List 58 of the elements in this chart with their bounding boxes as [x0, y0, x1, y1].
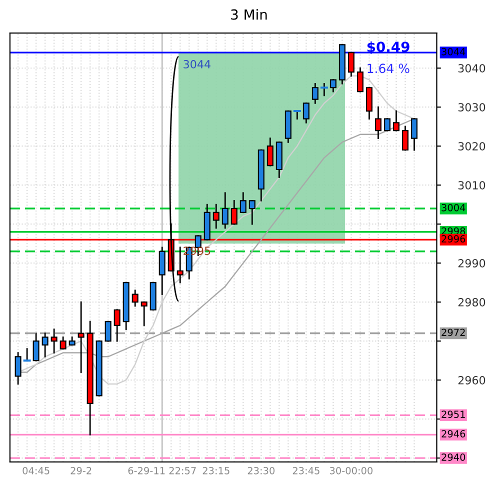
annotation: 3044: [184, 60, 210, 68]
y-tick-label: 2990: [458, 259, 486, 268]
ref-line-label: 2996: [442, 235, 466, 243]
candlestick: [402, 126, 408, 151]
candlestick: [356, 67, 364, 92]
candlestick: [293, 110, 301, 120]
y-tick-label: 3020: [458, 142, 486, 150]
candlestick: [42, 332, 48, 358]
ref-line-label: 3004: [442, 204, 466, 212]
y-tick-label: 2960: [458, 376, 486, 384]
chart-title: 3 Min: [231, 9, 267, 20]
ref-line-label: 2951: [442, 410, 465, 418]
candlestick: [23, 348, 31, 362]
ref-line-label: 2946: [442, 430, 466, 438]
annotation: 1.64 %: [368, 64, 410, 74]
candlestick: [140, 301, 148, 326]
candlestick: [410, 118, 418, 151]
candlestick: [240, 192, 246, 214]
x-tick-label: 23:45: [292, 466, 320, 474]
x-tick-label: 23:30: [248, 466, 275, 474]
candlestick: [312, 83, 318, 104]
candlestick: [348, 52, 354, 77]
candlestick: [330, 79, 336, 92]
candlestick: [374, 106, 382, 140]
candlestick: [222, 192, 228, 229]
ref-line-label: 2972: [442, 328, 465, 336]
ref-line-label: 2940: [442, 454, 466, 461]
candlestick: [366, 86, 372, 120]
candlestick: [104, 320, 112, 342]
x-tick-label: 23:15: [202, 466, 230, 474]
x-tick-label: 6-29-11 22:57: [128, 466, 196, 474]
x-tick-label: 30-00:00: [330, 466, 373, 474]
candlestick: [384, 118, 390, 132]
y-tick-label: 3040: [458, 64, 486, 73]
candlestick: [32, 332, 40, 362]
candlestick: [302, 102, 310, 124]
candlestick: [248, 200, 256, 225]
y-tick-label: 3010: [458, 181, 486, 190]
candlestick: [14, 352, 22, 385]
ref-line-label: 3044: [442, 48, 466, 56]
annotation: $0.49: [367, 41, 410, 54]
x-tick-label: 04:45: [22, 466, 50, 474]
candlestick: [158, 246, 166, 295]
candlestick: [78, 301, 84, 373]
candlestick: [230, 200, 238, 225]
candlestick: [176, 246, 184, 284]
y-tick-label: 3030: [458, 103, 486, 112]
candlestick: [50, 328, 58, 354]
x-tick-label: 29-2: [70, 466, 92, 474]
candlestick: [266, 138, 274, 166]
candlestick: [60, 336, 66, 350]
candlestick: [320, 83, 328, 96]
candlestick: [132, 290, 138, 307]
y-tick-label: 2980: [458, 298, 486, 306]
candlestick: [392, 110, 400, 132]
candlestick: [212, 204, 220, 229]
annotation: 2995: [184, 246, 210, 255]
candlestick: [114, 309, 120, 342]
